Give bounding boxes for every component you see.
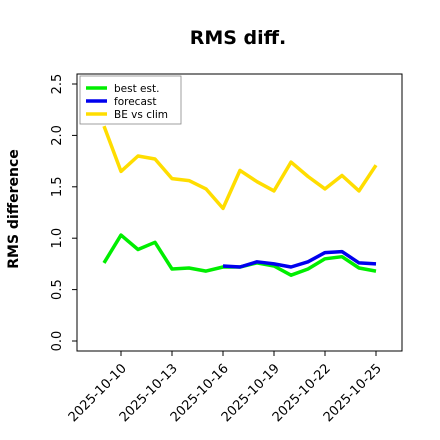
series-line-best-est: [102, 233, 377, 277]
series-lines: [102, 125, 378, 277]
series-line-forecast: [222, 249, 377, 269]
series-line-be-vs-clim: [102, 125, 378, 211]
y-axis: 0.0 0.5 1.0 1.5 2.0 2.5: [50, 74, 77, 352]
y-tick-label: 2.0: [50, 125, 65, 146]
y-axis-label: RMS difference: [6, 149, 22, 269]
x-axis: 2025-10-102025-10-132025-10-162025-10-19…: [66, 351, 385, 425]
y-tick-label: 0.0: [50, 331, 65, 352]
y-tick-label: 1.0: [50, 228, 65, 249]
legend-label-forecast: forecast: [114, 96, 156, 108]
y-tick-label: 1.5: [50, 176, 65, 197]
legend-label-be-vs-clim: BE vs clim: [114, 109, 168, 121]
y-tick-label: 0.5: [50, 279, 65, 300]
chart-title: RMS diff.: [190, 27, 287, 49]
plot-area-frame: [76, 73, 403, 352]
legend: best est. forecast BE vs clim: [79, 75, 182, 125]
y-tick-label: 2.5: [50, 74, 65, 95]
legend-label-best-est: best est.: [114, 83, 159, 95]
